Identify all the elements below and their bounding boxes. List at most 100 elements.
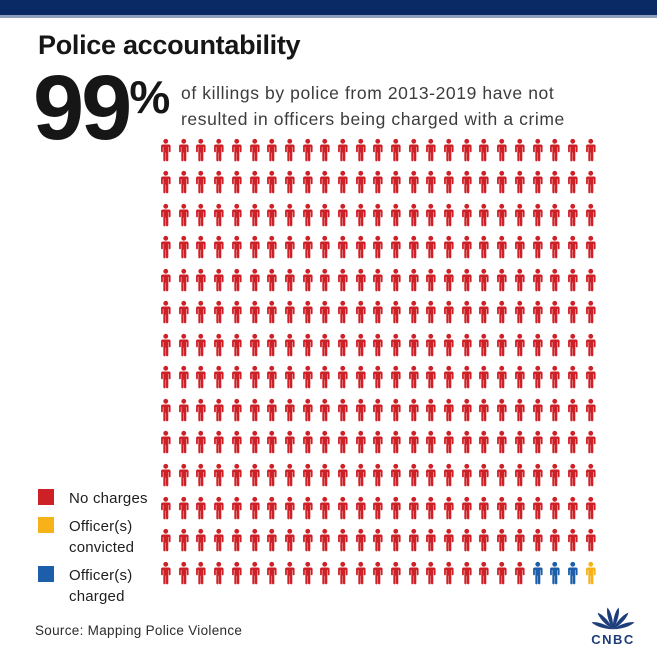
person-icon xyxy=(334,360,352,393)
person-icon xyxy=(316,360,334,393)
cnbc-wordmark: CNBC xyxy=(591,632,635,647)
person-icon xyxy=(316,457,334,490)
person-icon xyxy=(263,132,281,165)
person-icon xyxy=(405,555,423,588)
person-icon xyxy=(334,295,352,328)
person-icon xyxy=(157,457,175,490)
person-icon xyxy=(511,457,529,490)
cnbc-logo: CNBC xyxy=(584,601,642,647)
person-icon xyxy=(245,457,263,490)
legend-label: Officer(s) charged xyxy=(69,567,133,605)
person-icon xyxy=(475,490,493,523)
legend-item: Officer(s) charged xyxy=(38,565,148,607)
person-icon xyxy=(352,197,370,230)
person-icon xyxy=(299,295,317,328)
percent-sign: % xyxy=(129,71,171,123)
person-icon xyxy=(175,262,193,295)
person-icon xyxy=(564,555,582,588)
source-text: Source: Mapping Police Violence xyxy=(35,623,243,638)
person-icon xyxy=(299,165,317,198)
person-icon xyxy=(387,295,405,328)
person-icon xyxy=(263,392,281,425)
person-icon xyxy=(440,392,458,425)
person-icon xyxy=(582,523,600,556)
person-icon xyxy=(564,425,582,458)
person-icon xyxy=(228,262,246,295)
person-icon xyxy=(564,230,582,263)
person-icon xyxy=(281,490,299,523)
person-icon xyxy=(493,392,511,425)
person-icon xyxy=(440,295,458,328)
person-icon xyxy=(263,197,281,230)
person-icon xyxy=(422,197,440,230)
person-icon xyxy=(475,425,493,458)
person-icon xyxy=(299,230,317,263)
person-icon xyxy=(210,262,228,295)
person-icon xyxy=(387,132,405,165)
person-icon xyxy=(192,360,210,393)
person-icon xyxy=(299,425,317,458)
person-icon xyxy=(263,230,281,263)
person-icon xyxy=(369,425,387,458)
person-icon xyxy=(352,360,370,393)
person-icon xyxy=(493,360,511,393)
person-icon xyxy=(157,262,175,295)
person-icon xyxy=(511,197,529,230)
person-icon xyxy=(546,523,564,556)
person-icon xyxy=(299,197,317,230)
person-icon xyxy=(281,327,299,360)
person-icon xyxy=(245,555,263,588)
person-icon xyxy=(493,262,511,295)
person-icon xyxy=(192,165,210,198)
person-icon xyxy=(352,490,370,523)
person-icon xyxy=(475,230,493,263)
person-icon xyxy=(458,555,476,588)
person-icon xyxy=(458,360,476,393)
person-icon xyxy=(299,523,317,556)
top-accent-bar xyxy=(0,0,657,18)
person-icon xyxy=(546,360,564,393)
person-icon xyxy=(440,425,458,458)
stat-value: 99% xyxy=(33,62,170,154)
person-icon xyxy=(352,132,370,165)
person-icon xyxy=(245,425,263,458)
person-icon xyxy=(493,555,511,588)
person-icon xyxy=(422,425,440,458)
person-icon xyxy=(192,132,210,165)
person-icon xyxy=(299,262,317,295)
person-icon xyxy=(511,523,529,556)
person-icon xyxy=(511,295,529,328)
person-icon xyxy=(369,197,387,230)
person-icon xyxy=(281,295,299,328)
person-icon xyxy=(528,262,546,295)
legend-item: No charges xyxy=(38,488,148,509)
person-icon xyxy=(228,490,246,523)
person-icon xyxy=(422,555,440,588)
person-icon xyxy=(245,165,263,198)
person-icon xyxy=(582,262,600,295)
person-icon xyxy=(369,392,387,425)
person-icon xyxy=(405,392,423,425)
person-icon xyxy=(493,327,511,360)
person-icon xyxy=(511,230,529,263)
person-icon xyxy=(458,165,476,198)
person-icon xyxy=(175,392,193,425)
person-icon xyxy=(334,425,352,458)
person-icon xyxy=(281,230,299,263)
person-icon xyxy=(192,457,210,490)
person-icon xyxy=(511,262,529,295)
person-icon xyxy=(192,295,210,328)
person-icon xyxy=(245,197,263,230)
person-icon xyxy=(245,262,263,295)
person-icon xyxy=(352,555,370,588)
person-icon xyxy=(493,132,511,165)
person-icon xyxy=(458,262,476,295)
person-icon xyxy=(263,327,281,360)
person-icon xyxy=(387,392,405,425)
person-icon xyxy=(369,230,387,263)
person-icon xyxy=(475,262,493,295)
person-icon xyxy=(334,392,352,425)
person-icon xyxy=(175,360,193,393)
person-icon xyxy=(352,295,370,328)
person-icon xyxy=(192,425,210,458)
